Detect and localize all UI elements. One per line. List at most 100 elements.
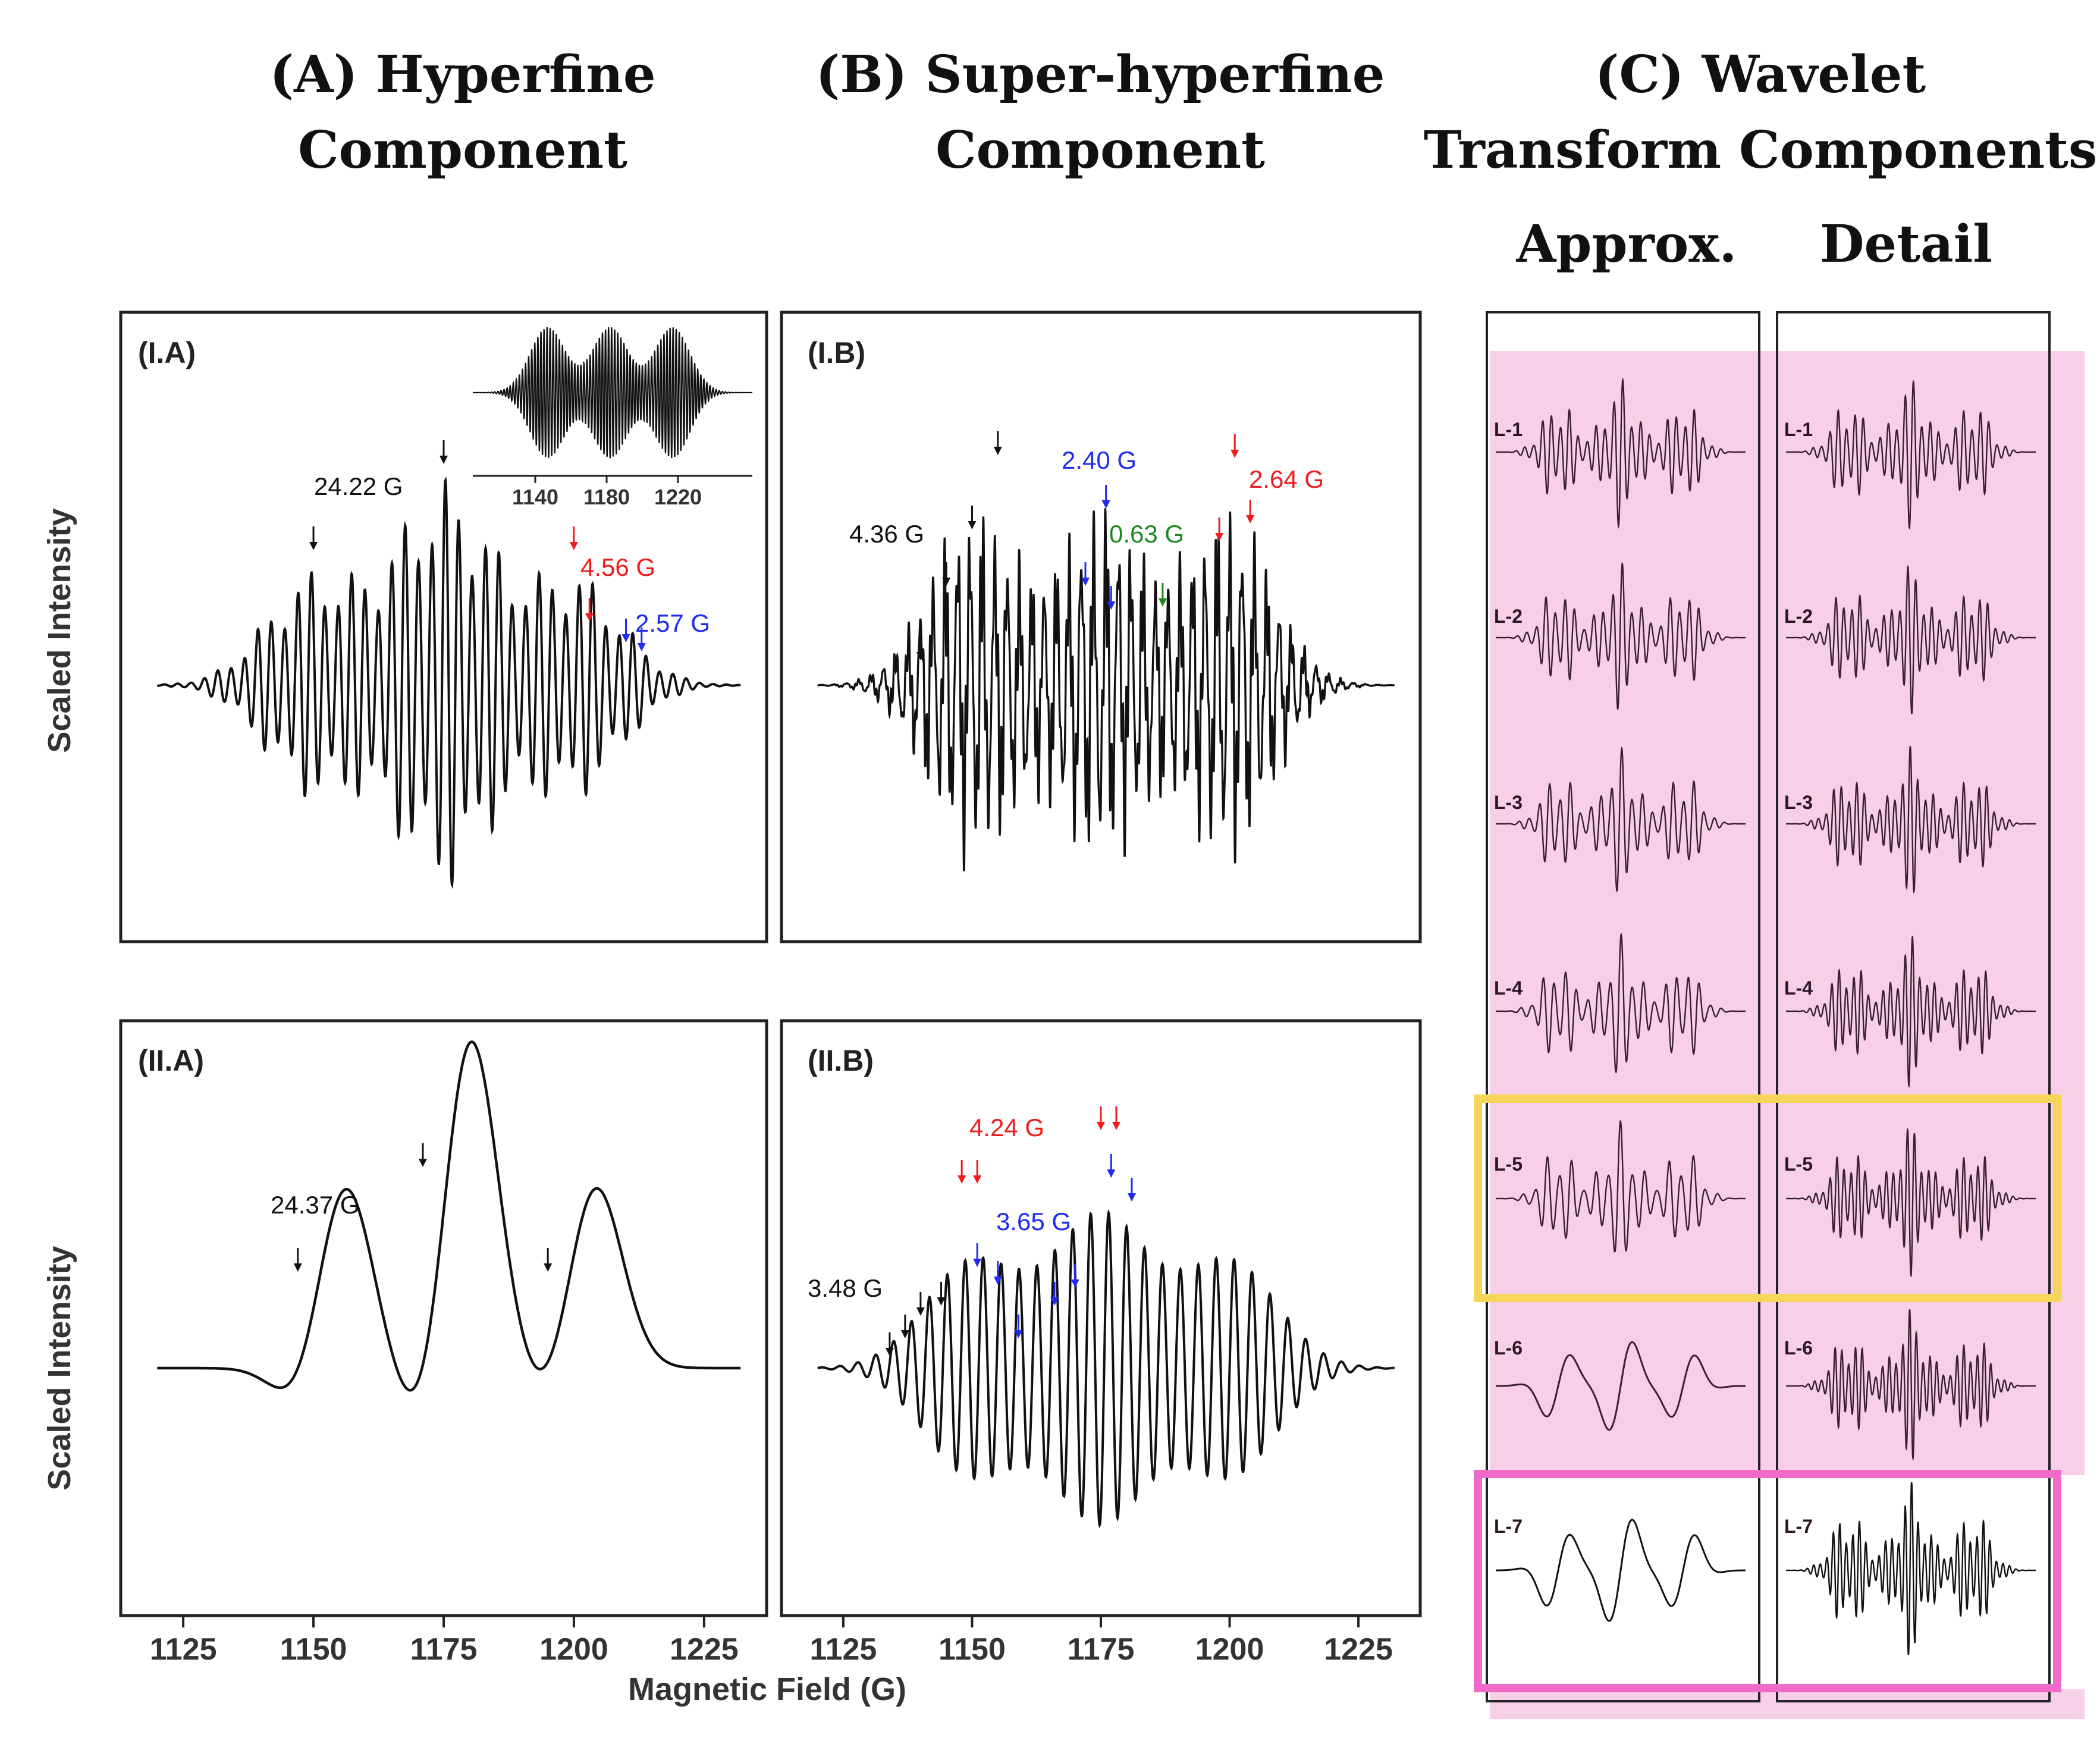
heading-c-detail: Detail (1820, 214, 1992, 274)
peak-arrow (937, 1282, 946, 1306)
peak-arrow (885, 1332, 894, 1356)
x-tick-label: 1125 (810, 1632, 877, 1667)
heading-c-line2: Transform Components (1424, 120, 2098, 180)
peak-arrow (993, 431, 1002, 455)
x-tick-label: 1175 (1068, 1632, 1135, 1667)
x-axis-right (781, 1614, 1420, 1627)
arrow-head (637, 643, 646, 651)
peak-arrow (1215, 518, 1224, 541)
arrow-head (1246, 515, 1255, 523)
annotation-iia-black: 24.37 G (271, 1191, 359, 1219)
xlabel: Magnetic Field (G) (628, 1671, 906, 1707)
inset-tick-label: 1140 (512, 485, 558, 509)
annotation-iib-blue: 3.65 G (996, 1208, 1071, 1235)
peak-arrow (900, 1315, 909, 1338)
peak-arrow (1107, 1154, 1116, 1178)
spectrum-trace-iia (157, 1040, 741, 1392)
peak-arrow (440, 440, 448, 464)
peak-arrow (544, 1248, 553, 1272)
wavelet-approx-trace-level-1 (1496, 377, 1746, 529)
panel-label-iib: (II.B) (808, 1044, 874, 1077)
peak-arrow (1127, 1178, 1136, 1202)
peak-arrow (1014, 1315, 1023, 1338)
annotation-ib-black: 4.36 G (849, 520, 924, 548)
arrow-head (993, 1277, 1002, 1285)
peak-arrow (1071, 1264, 1079, 1288)
arrow-head (1050, 1297, 1059, 1306)
arrow-head (418, 1159, 427, 1167)
heading-b-line1: (B) Super-hyperfine (816, 45, 1385, 105)
peak-arrow (569, 526, 578, 550)
panel-label-iia: (II.A) (138, 1044, 204, 1077)
peak-arrow (1231, 434, 1239, 458)
wavelet-detail-trace-level-3 (1786, 746, 2036, 894)
inset-trace (473, 327, 752, 459)
heading-c-line1: (C) Wavelet (1595, 45, 1926, 105)
wavelet-level-label: L-5 (1494, 1153, 1523, 1175)
wavelet-level-label: L-2 (1494, 606, 1523, 627)
wavelet-detail-trace-level-2 (1786, 565, 2036, 714)
annotation-iib-black: 3.48 G (808, 1274, 883, 1302)
ylabel-top: Scaled Intensity (42, 508, 77, 752)
arrow-head (1158, 598, 1167, 607)
peak-arrow (1158, 583, 1167, 607)
x-tick-label: 1225 (1324, 1632, 1393, 1667)
peak-arrow (585, 598, 594, 622)
arrow-head (973, 1175, 982, 1184)
arrow-head (1081, 578, 1090, 586)
arrow-head (937, 1297, 946, 1306)
heading-b-line2: Component (936, 120, 1265, 180)
arrow-head (1107, 601, 1116, 610)
wavelet-level-label: L-4 (1494, 977, 1523, 999)
arrow-head (916, 1307, 925, 1316)
arrow-head (440, 456, 448, 464)
panel-frame-ib (780, 311, 1422, 943)
wavelet-level-label: L-7 (1784, 1516, 1813, 1537)
highlight-box-level5 (1474, 1094, 2061, 1302)
arrow-head (973, 1259, 982, 1267)
peak-arrow (1107, 586, 1116, 610)
wavelet-detail-trace-level-1 (1786, 379, 2036, 530)
arrow-head (1107, 1169, 1116, 1178)
wavelet-approx-trace-level-6 (1496, 1341, 1746, 1431)
wavelet-level-label: L-3 (1784, 792, 1813, 813)
peak-arrow (916, 1292, 925, 1316)
annotation-iib-red: 4.24 G (969, 1114, 1044, 1141)
ylabel-bottom: Scaled Intensity (42, 1246, 77, 1490)
heading-c-approx: Approx. (1516, 214, 1737, 274)
heading-a-line1: (A) Hyperfine (269, 45, 655, 105)
spectrum-trace-ib (817, 508, 1395, 871)
peak-arrow (1050, 1282, 1059, 1306)
x-tick-label: 1225 (670, 1632, 739, 1667)
highlight-box-level7 (1474, 1470, 2061, 1692)
peak-arrow (958, 1160, 966, 1184)
x-tick-label: 1125 (150, 1632, 217, 1667)
arrow-head (1127, 1193, 1136, 1202)
arrow-head (585, 613, 594, 622)
panel-frame-iia (119, 1019, 768, 1617)
annotation-ia-red: 4.56 G (580, 553, 655, 581)
spectrum-trace-iib (817, 1209, 1395, 1529)
arrow-head (293, 1263, 302, 1272)
peak-arrow (637, 628, 646, 651)
arrow-head (900, 1330, 909, 1338)
wavelet-approx-trace-level-3 (1496, 747, 1746, 893)
arrow-head (968, 521, 977, 529)
wavelet-approx-trace-level-5 (1496, 1119, 1746, 1253)
peak-arrow (1101, 485, 1110, 509)
annotation-ia-black: 24.22 G (314, 472, 403, 500)
x-tick-label: 1200 (539, 1632, 608, 1667)
peak-arrow (968, 506, 977, 529)
x-tick-label: 1150 (938, 1632, 1006, 1667)
wavelet-level-label: L-1 (1494, 419, 1523, 440)
arrow-head (569, 542, 578, 550)
wavelet-level-label: L-2 (1784, 606, 1813, 627)
arrow-head (885, 1348, 894, 1356)
wavelet-detail-trace-level-7 (1786, 1482, 2036, 1655)
wavelet-detail-trace-level-4 (1786, 935, 2036, 1088)
peak-arrow (293, 1248, 302, 1272)
wavelet-level7-background (1487, 1475, 2088, 1689)
peak-arrow (1246, 500, 1255, 523)
wavelet-approx-trace-level-4 (1496, 932, 1746, 1074)
inset-tick-label: 1180 (583, 485, 630, 509)
